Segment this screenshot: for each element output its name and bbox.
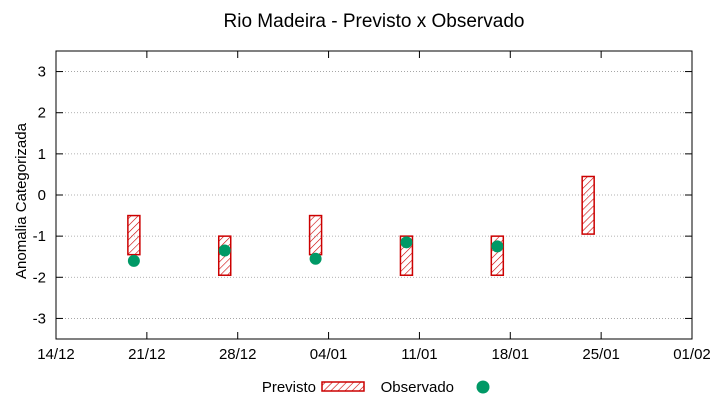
x-tick-label: 21/12 [128,346,166,363]
y-tick-label: -2 [33,269,46,286]
y-tick-label: 1 [38,146,46,163]
chart-marks [127,175,595,276]
legend: Previsto Observado [262,379,490,396]
y-tick-label: 2 [38,105,46,122]
previsto-range-bar [127,214,141,256]
chart-title: Rio Madeira - Previsto x Observado [224,11,525,32]
grid [56,71,692,319]
previsto-range-bar [581,175,595,235]
observado-point [491,240,504,253]
observado-point [400,236,413,249]
x-tick-label: 01/02 [673,346,711,363]
legend-label-previsto: Previsto [262,379,316,396]
x-tick-label: 04/01 [310,346,348,363]
y-tick-label: 3 [38,64,46,81]
y-axis-label: Anomalia Categorizada [13,122,30,279]
legend-swatch-previsto [321,381,365,392]
legend-label-observado: Observado [381,379,454,396]
x-ticks: 14/12 21/12 28/12 04/01 11/01 18/01 25/01 01/02 [37,51,711,363]
y-tick-label: -3 [33,310,46,327]
y-ticks: -3 -2 -1 0 1 2 3 [33,64,692,327]
observado-point [127,254,140,267]
x-tick-label: 14/12 [37,346,75,363]
y-tick-label: 0 [38,187,46,204]
observado-point [309,252,322,265]
previsto-range-bar [308,214,323,256]
observado-point [218,244,231,257]
x-tick-label: 28/12 [219,346,257,363]
legend-marker-observado [476,380,490,394]
y-tick-label: -1 [33,228,46,245]
x-tick-label: 11/01 [401,346,437,363]
x-tick-label: 18/01 [492,346,530,363]
x-tick-label: 25/01 [582,346,620,363]
